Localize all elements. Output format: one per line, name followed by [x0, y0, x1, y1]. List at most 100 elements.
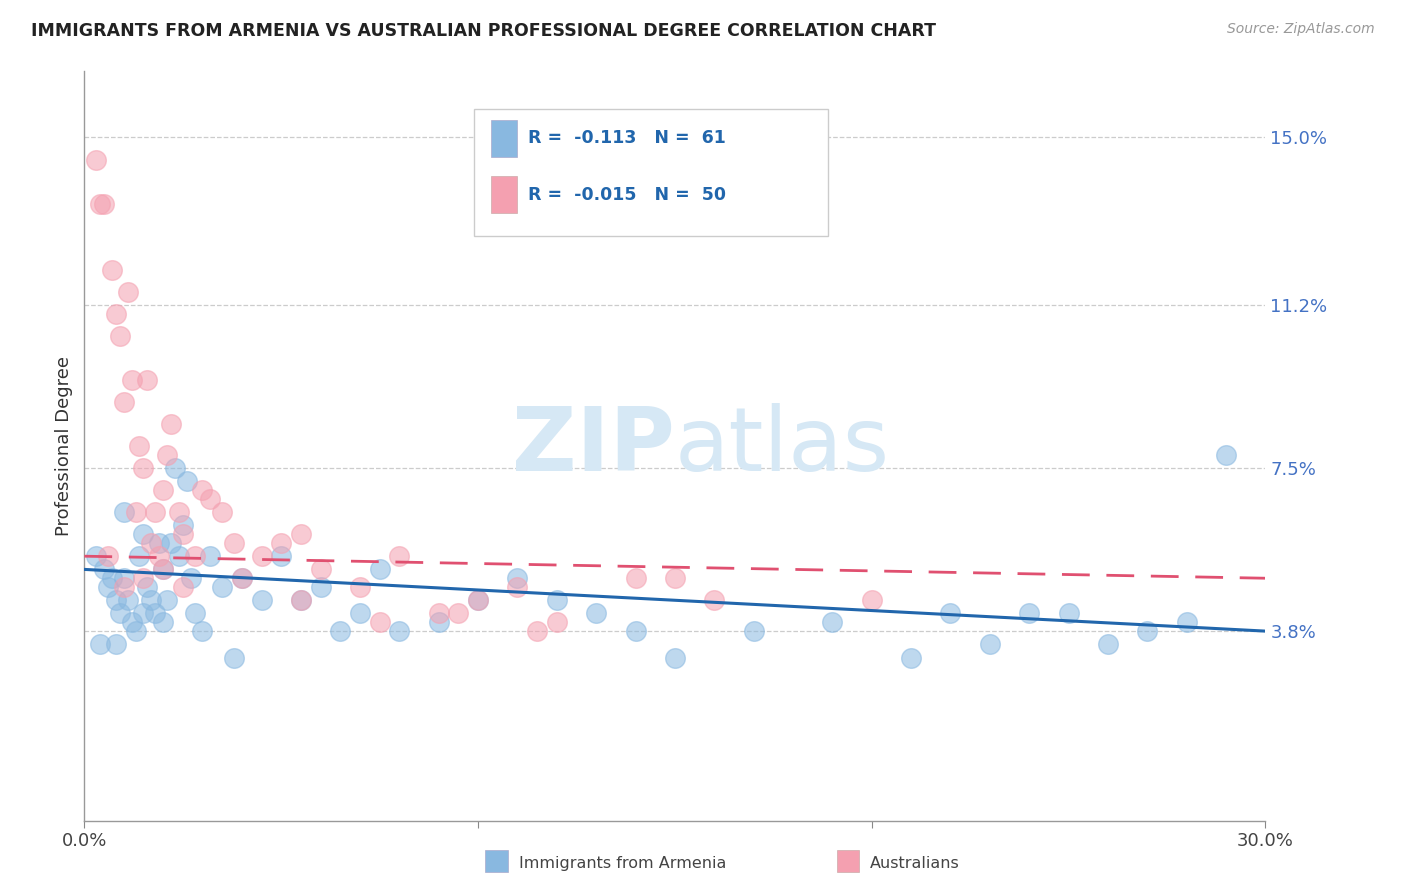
- Point: [180, 571, 202, 585]
- Point: [84, 153, 107, 167]
- Point: [742, 624, 765, 639]
- Point: [93, 562, 115, 576]
- Point: [183, 549, 205, 564]
- Point: [141, 593, 163, 607]
- Point: [211, 580, 233, 594]
- Point: [148, 536, 170, 550]
- Point: [211, 505, 233, 519]
- Point: [368, 562, 391, 576]
- Text: Immigrants from Armenia: Immigrants from Armenia: [519, 856, 725, 871]
- Text: R =  -0.113   N =  61: R = -0.113 N = 61: [529, 129, 727, 147]
- Bar: [474, 109, 828, 236]
- Text: R =  -0.015   N =  50: R = -0.015 N = 50: [529, 186, 727, 203]
- Point: [128, 439, 150, 453]
- Point: [664, 571, 686, 585]
- Point: [939, 607, 962, 621]
- Point: [506, 571, 529, 585]
- Point: [104, 637, 127, 651]
- Text: atlas: atlas: [675, 402, 890, 490]
- Point: [222, 536, 245, 550]
- Point: [290, 527, 312, 541]
- Point: [108, 328, 131, 343]
- Point: [1136, 624, 1159, 639]
- Point: [546, 615, 568, 630]
- Bar: [491, 120, 516, 157]
- Point: [329, 624, 352, 639]
- Point: [191, 624, 214, 639]
- Point: [124, 505, 146, 519]
- Point: [141, 536, 163, 550]
- Point: [104, 593, 127, 607]
- Point: [979, 637, 1001, 651]
- Point: [167, 549, 190, 564]
- Point: [506, 580, 529, 594]
- Point: [200, 549, 222, 564]
- Bar: [491, 176, 516, 213]
- Point: [231, 571, 253, 585]
- Point: [1018, 607, 1040, 621]
- Text: ZIP: ZIP: [512, 402, 675, 490]
- Point: [160, 417, 183, 431]
- Point: [427, 607, 450, 621]
- Point: [664, 650, 686, 665]
- Point: [172, 580, 194, 594]
- Point: [121, 373, 143, 387]
- Point: [309, 562, 332, 576]
- Point: [222, 650, 245, 665]
- Point: [821, 615, 844, 630]
- Point: [132, 571, 155, 585]
- Point: [101, 571, 124, 585]
- Point: [172, 527, 194, 541]
- Point: [104, 307, 127, 321]
- Point: [176, 475, 198, 489]
- Point: [152, 483, 174, 497]
- Point: [112, 505, 135, 519]
- Point: [624, 624, 647, 639]
- Point: [250, 593, 273, 607]
- Point: [703, 593, 725, 607]
- Text: Australians: Australians: [870, 856, 960, 871]
- Point: [156, 448, 179, 462]
- Point: [467, 593, 489, 607]
- Point: [172, 518, 194, 533]
- Point: [167, 505, 190, 519]
- Point: [97, 580, 120, 594]
- Point: [89, 637, 111, 651]
- Point: [270, 549, 292, 564]
- Point: [152, 562, 174, 576]
- Point: [132, 527, 155, 541]
- Point: [467, 593, 489, 607]
- Point: [108, 607, 131, 621]
- Point: [132, 461, 155, 475]
- Point: [117, 285, 139, 299]
- Point: [112, 580, 135, 594]
- Point: [148, 549, 170, 564]
- Point: [1057, 607, 1080, 621]
- Point: [368, 615, 391, 630]
- Point: [117, 593, 139, 607]
- Point: [136, 373, 159, 387]
- Point: [1175, 615, 1198, 630]
- Point: [526, 624, 548, 639]
- Point: [97, 549, 120, 564]
- Point: [152, 615, 174, 630]
- Point: [388, 549, 411, 564]
- Point: [143, 607, 166, 621]
- Point: [231, 571, 253, 585]
- Point: [160, 536, 183, 550]
- Text: IMMIGRANTS FROM ARMENIA VS AUSTRALIAN PROFESSIONAL DEGREE CORRELATION CHART: IMMIGRANTS FROM ARMENIA VS AUSTRALIAN PR…: [31, 22, 936, 40]
- Point: [546, 593, 568, 607]
- Point: [132, 607, 155, 621]
- Point: [860, 593, 883, 607]
- Point: [101, 262, 124, 277]
- Point: [1215, 448, 1237, 462]
- Point: [585, 607, 607, 621]
- Point: [112, 571, 135, 585]
- Y-axis label: Professional Degree: Professional Degree: [55, 356, 73, 536]
- Point: [349, 607, 371, 621]
- Point: [200, 491, 222, 506]
- Point: [900, 650, 922, 665]
- Point: [121, 615, 143, 630]
- Point: [136, 580, 159, 594]
- Point: [163, 461, 186, 475]
